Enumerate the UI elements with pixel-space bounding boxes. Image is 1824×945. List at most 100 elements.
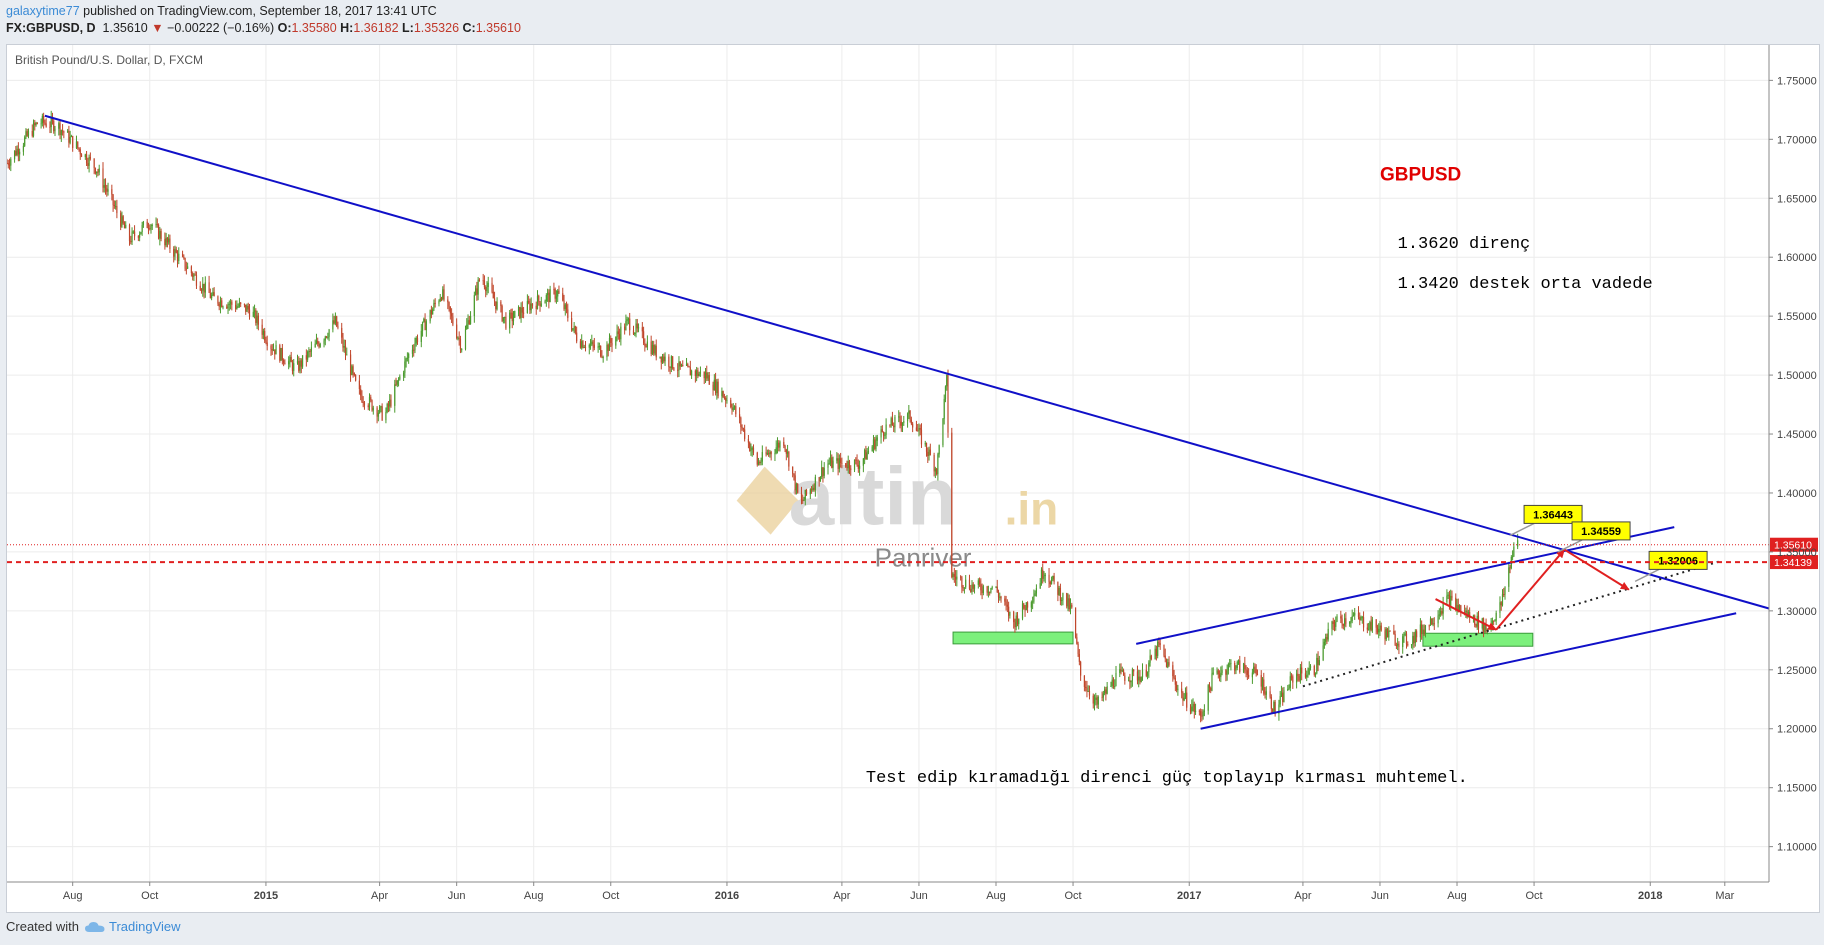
candle-body [1368, 629, 1370, 631]
candle-body [323, 340, 325, 344]
candle-body [1253, 666, 1255, 673]
candle-body [296, 361, 299, 364]
candle-body [973, 584, 976, 589]
author-link[interactable]: galaxytime77 [6, 4, 80, 18]
candle-body [293, 363, 295, 371]
candle-body [1080, 661, 1082, 676]
candle-body [857, 464, 859, 469]
price-chart[interactable]: altin .in Panriver 1.36443 1.34559 1.32006 1.3… [7, 45, 1819, 912]
candle-body [601, 356, 603, 358]
candle-body [1513, 546, 1515, 557]
x-tick-label: Aug [524, 890, 544, 902]
candle-body [514, 310, 516, 318]
candle-body [677, 369, 679, 371]
candle-body [456, 324, 458, 338]
candle-body [1058, 587, 1060, 595]
candle-body [1021, 603, 1024, 619]
candle-body [845, 463, 847, 467]
candle-body [804, 489, 806, 500]
candle-body [685, 364, 688, 366]
y-tick-label: 1.30000 [1777, 606, 1817, 618]
candle-body [1130, 680, 1132, 683]
candle-body [140, 231, 142, 235]
candle-body [761, 452, 763, 462]
candle-body [741, 427, 743, 429]
candle-body [77, 141, 79, 148]
candle-body [1218, 674, 1221, 678]
candle-body [752, 447, 755, 453]
tradingview-link[interactable]: TradingView [84, 919, 181, 934]
candle-body [545, 295, 547, 302]
candle-body [217, 296, 219, 304]
candle-body [185, 268, 187, 270]
candle-body [421, 321, 424, 331]
candle-body [1493, 620, 1495, 622]
candle-body [712, 384, 714, 391]
candle-body [159, 231, 161, 239]
candle-body [865, 450, 867, 460]
candle-body [51, 117, 54, 121]
candle-body [1049, 581, 1051, 585]
candle-body [67, 130, 69, 133]
candle-body [211, 295, 213, 299]
candle-body [1336, 616, 1338, 622]
candle-body [1016, 615, 1019, 625]
candle-body [1062, 592, 1064, 600]
candle-body [1068, 598, 1070, 610]
candle-body [309, 351, 311, 353]
candle-body [708, 375, 710, 385]
candle-body [925, 442, 928, 452]
candle-body [1501, 594, 1504, 606]
candle-body [1424, 625, 1427, 634]
x-tick-label: 2016 [715, 890, 739, 902]
candle-body [1122, 670, 1125, 676]
candle-body [856, 459, 858, 465]
candle-body [164, 238, 166, 246]
candle-body [953, 573, 955, 577]
open-label: O: [277, 21, 292, 35]
candle-body [1087, 691, 1089, 693]
candle-body [1074, 607, 1077, 638]
candle-body [476, 288, 478, 295]
candle-body [146, 221, 148, 228]
candle-body [890, 418, 892, 425]
candle-body [337, 326, 339, 328]
candle-body [765, 452, 767, 455]
candle-body [1255, 669, 1257, 674]
candle-body [738, 414, 741, 418]
candle-body [723, 397, 726, 399]
candle-body [1168, 662, 1170, 666]
candle-body [1352, 615, 1355, 617]
candle-body [1101, 696, 1103, 698]
candle-body [355, 375, 357, 381]
candle-body [314, 343, 316, 348]
candle-body [722, 391, 724, 398]
candle-body [49, 126, 51, 128]
candle-body [744, 429, 746, 439]
candle-body [626, 319, 628, 322]
candle-body [805, 489, 808, 495]
chart-panel[interactable]: altin .in Panriver 1.36443 1.34559 1.32006 1.3… [6, 44, 1820, 913]
candle-body [1138, 676, 1140, 681]
candle-body [540, 303, 542, 307]
candle-body [317, 340, 319, 344]
x-tick-label: Aug [63, 890, 83, 902]
candle-body [1458, 605, 1461, 611]
candle-body [1129, 680, 1131, 683]
candle-body [203, 283, 205, 293]
candle-body [588, 344, 590, 348]
candle-body [1093, 699, 1096, 704]
candle-body [1174, 678, 1176, 685]
candle-body [654, 345, 656, 354]
candle-body [15, 150, 17, 156]
candle-body [325, 336, 328, 338]
candle-body [1393, 631, 1395, 635]
candle-body [991, 587, 993, 589]
price-line-tag [1770, 555, 1818, 570]
candle-body [137, 236, 139, 238]
candle-body [16, 148, 18, 156]
candle-body [757, 462, 760, 465]
low-value: 1.35326 [413, 21, 460, 35]
candle-body [885, 424, 887, 435]
candle-body [673, 368, 675, 370]
